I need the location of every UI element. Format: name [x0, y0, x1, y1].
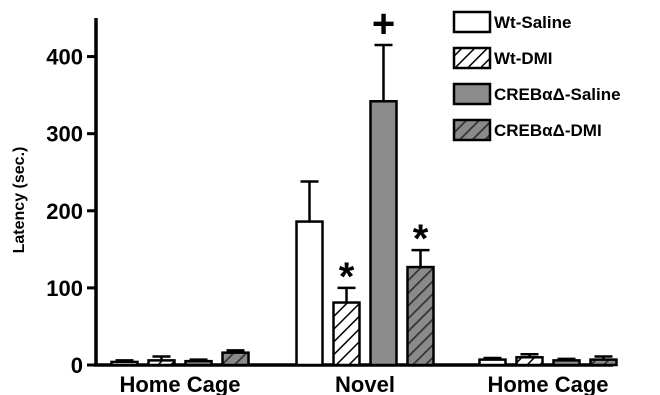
bar — [478, 358, 507, 367]
legend: Wt-Saline Wt-DMI CREBαΔ-Saline CREBαΔ-DMI — [452, 10, 621, 142]
y-tick-label: 400 — [46, 45, 83, 70]
legend-swatch — [452, 82, 492, 106]
bar — [221, 351, 250, 367]
bars — [110, 43, 618, 367]
legend-label: Wt-Saline — [494, 13, 571, 32]
legend-swatch — [452, 10, 492, 34]
bar — [332, 301, 361, 367]
legend-label: Wt-DMI — [494, 49, 553, 68]
bar — [515, 356, 544, 367]
y-tick-label: 0 — [71, 353, 83, 378]
bar — [552, 359, 581, 367]
bar — [295, 220, 324, 367]
y-tick-label: 200 — [46, 199, 83, 224]
axis-labels: 0 100 200 300 400 Home Cage Novel Home Cage — [46, 45, 608, 395]
legend-swatch — [452, 118, 492, 142]
legend-label: CREBαΔ-Saline — [494, 85, 621, 104]
x-category-label: Home Cage — [119, 372, 240, 395]
bar — [110, 360, 139, 367]
bar — [406, 265, 435, 367]
y-tick-label: 100 — [46, 276, 83, 301]
x-category-label: Novel — [335, 372, 395, 395]
y-tick-label: 300 — [46, 122, 83, 147]
legend-label: CREBαΔ-DMI — [494, 121, 602, 140]
legend-swatch — [452, 46, 492, 70]
significance-marker: * — [339, 255, 355, 299]
significance-marker: * — [413, 217, 429, 261]
bar — [147, 359, 176, 367]
x-category-label: Home Cage — [487, 372, 608, 395]
bar — [369, 100, 398, 367]
significance-marker: + — [372, 2, 395, 46]
bar — [589, 358, 618, 367]
bar — [184, 359, 213, 367]
y-axis-title: Latency (sec.) — [11, 147, 28, 254]
annotations: * + * — [339, 2, 429, 299]
